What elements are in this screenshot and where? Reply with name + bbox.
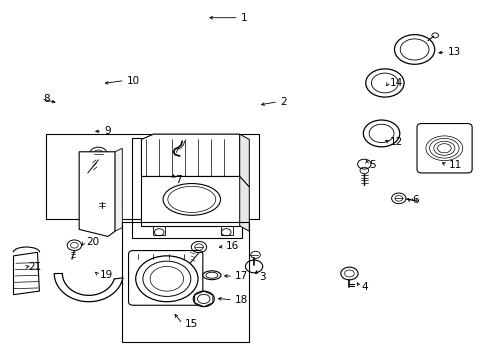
- Text: 19: 19: [100, 270, 113, 280]
- Text: 6: 6: [411, 195, 418, 206]
- Text: 5: 5: [368, 160, 375, 170]
- Circle shape: [193, 291, 214, 307]
- Ellipse shape: [203, 271, 221, 280]
- Text: 7: 7: [175, 175, 181, 185]
- Text: 17: 17: [234, 271, 247, 281]
- Bar: [45, 134, 258, 219]
- Text: 15: 15: [184, 319, 198, 329]
- Text: 2: 2: [280, 97, 286, 107]
- Text: 8: 8: [43, 94, 50, 104]
- Polygon shape: [115, 148, 122, 231]
- Polygon shape: [239, 134, 249, 187]
- Polygon shape: [141, 176, 239, 226]
- Text: 4: 4: [361, 282, 367, 292]
- Polygon shape: [79, 152, 115, 237]
- Bar: [132, 138, 242, 238]
- Circle shape: [67, 240, 81, 251]
- Text: 21: 21: [28, 262, 41, 272]
- Bar: [122, 222, 249, 342]
- Ellipse shape: [205, 272, 218, 278]
- Polygon shape: [239, 176, 249, 231]
- FancyBboxPatch shape: [416, 123, 471, 173]
- Text: 3: 3: [258, 272, 265, 282]
- Text: 16: 16: [226, 241, 239, 251]
- Polygon shape: [141, 134, 239, 176]
- Text: 12: 12: [389, 137, 403, 147]
- Circle shape: [136, 256, 198, 302]
- Text: 18: 18: [234, 295, 247, 305]
- Text: 11: 11: [447, 160, 461, 170]
- Polygon shape: [14, 252, 40, 294]
- Text: 14: 14: [389, 78, 403, 88]
- Text: 9: 9: [104, 126, 110, 136]
- Text: 13: 13: [447, 47, 460, 57]
- Text: 10: 10: [126, 76, 140, 86]
- Text: 1: 1: [240, 13, 247, 23]
- Text: 20: 20: [86, 238, 99, 247]
